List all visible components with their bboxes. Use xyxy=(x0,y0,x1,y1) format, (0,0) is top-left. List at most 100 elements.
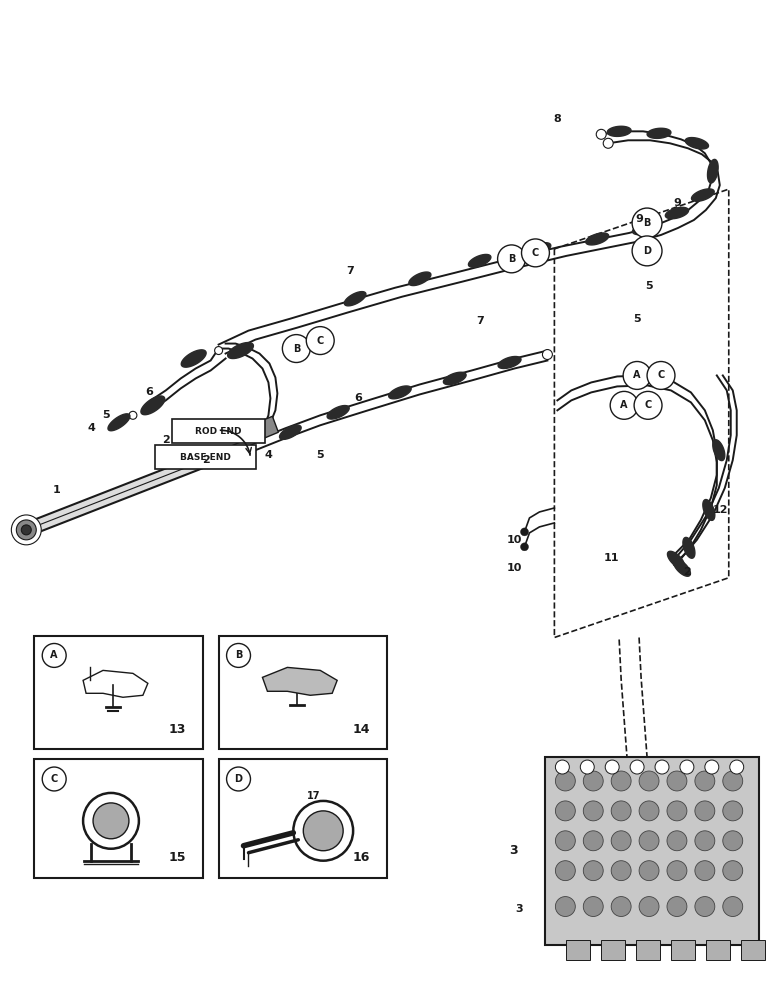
Polygon shape xyxy=(443,372,466,385)
FancyBboxPatch shape xyxy=(567,940,591,960)
Text: 6: 6 xyxy=(145,387,153,397)
Circle shape xyxy=(667,801,687,821)
Text: D: D xyxy=(643,246,651,256)
Circle shape xyxy=(555,771,575,791)
Circle shape xyxy=(667,861,687,881)
Circle shape xyxy=(555,897,575,916)
Circle shape xyxy=(695,831,715,851)
Circle shape xyxy=(611,771,631,791)
Text: 4: 4 xyxy=(87,423,95,433)
Text: A: A xyxy=(633,370,641,380)
Circle shape xyxy=(520,543,529,551)
Text: C: C xyxy=(317,336,324,346)
Text: 5: 5 xyxy=(645,281,653,291)
Circle shape xyxy=(584,861,603,881)
Circle shape xyxy=(611,861,631,881)
Circle shape xyxy=(555,861,575,881)
Text: 16: 16 xyxy=(353,851,370,864)
Text: B: B xyxy=(508,254,515,264)
Circle shape xyxy=(520,528,529,536)
Text: B: B xyxy=(643,218,651,228)
Text: 2: 2 xyxy=(683,567,691,577)
Circle shape xyxy=(603,138,613,148)
Text: 5: 5 xyxy=(633,314,641,324)
Text: 14: 14 xyxy=(353,723,370,736)
Circle shape xyxy=(723,861,743,881)
Circle shape xyxy=(226,767,250,791)
Text: ROD END: ROD END xyxy=(195,427,242,436)
Circle shape xyxy=(584,831,603,851)
Circle shape xyxy=(639,897,659,916)
Circle shape xyxy=(695,897,715,916)
Text: 15: 15 xyxy=(168,851,186,864)
Circle shape xyxy=(723,801,743,821)
Circle shape xyxy=(555,801,575,821)
Circle shape xyxy=(42,767,66,791)
Polygon shape xyxy=(469,254,491,267)
FancyBboxPatch shape xyxy=(218,759,387,878)
Text: 5: 5 xyxy=(102,410,110,420)
Text: BASE END: BASE END xyxy=(180,453,231,462)
FancyBboxPatch shape xyxy=(706,940,730,960)
Polygon shape xyxy=(498,356,521,369)
Circle shape xyxy=(680,760,694,774)
Text: A: A xyxy=(621,400,628,410)
Text: C: C xyxy=(532,248,539,258)
Circle shape xyxy=(655,760,669,774)
Circle shape xyxy=(667,771,687,791)
Circle shape xyxy=(283,335,310,362)
Polygon shape xyxy=(707,159,718,183)
Text: 10: 10 xyxy=(507,563,522,573)
Text: C: C xyxy=(645,400,652,410)
Circle shape xyxy=(630,760,644,774)
Text: B: B xyxy=(235,650,242,660)
Text: 5: 5 xyxy=(317,450,324,460)
Circle shape xyxy=(667,831,687,851)
Circle shape xyxy=(555,831,575,851)
Polygon shape xyxy=(692,189,714,201)
Text: 7: 7 xyxy=(347,266,354,276)
FancyBboxPatch shape xyxy=(172,419,266,443)
Polygon shape xyxy=(713,440,725,461)
Polygon shape xyxy=(673,559,690,576)
Circle shape xyxy=(723,897,743,916)
Circle shape xyxy=(705,760,719,774)
Circle shape xyxy=(543,350,553,360)
FancyBboxPatch shape xyxy=(636,940,660,960)
Polygon shape xyxy=(279,425,301,439)
Circle shape xyxy=(584,897,603,916)
Polygon shape xyxy=(683,537,695,558)
Circle shape xyxy=(498,245,526,273)
Circle shape xyxy=(242,859,249,867)
Polygon shape xyxy=(141,396,164,415)
Polygon shape xyxy=(528,243,550,255)
Text: 13: 13 xyxy=(168,723,186,736)
Text: D: D xyxy=(235,774,242,784)
Circle shape xyxy=(303,811,344,851)
Circle shape xyxy=(16,520,36,540)
Circle shape xyxy=(581,760,594,774)
Circle shape xyxy=(695,801,715,821)
Circle shape xyxy=(647,362,675,389)
Polygon shape xyxy=(608,126,631,136)
Circle shape xyxy=(605,760,619,774)
Text: 17: 17 xyxy=(306,791,320,801)
Circle shape xyxy=(306,327,334,355)
Polygon shape xyxy=(668,551,685,568)
Polygon shape xyxy=(389,386,411,399)
Text: C: C xyxy=(51,774,58,784)
Text: 6: 6 xyxy=(354,393,362,403)
Text: 2: 2 xyxy=(201,455,209,465)
Text: 9: 9 xyxy=(673,198,681,208)
Circle shape xyxy=(611,831,631,851)
Circle shape xyxy=(639,771,659,791)
Polygon shape xyxy=(228,343,253,359)
Polygon shape xyxy=(108,414,130,431)
Circle shape xyxy=(639,801,659,821)
Polygon shape xyxy=(181,350,206,367)
Polygon shape xyxy=(665,207,689,219)
Circle shape xyxy=(93,803,129,839)
FancyBboxPatch shape xyxy=(218,636,387,749)
Text: 12: 12 xyxy=(713,505,729,515)
Text: 3: 3 xyxy=(516,904,523,914)
